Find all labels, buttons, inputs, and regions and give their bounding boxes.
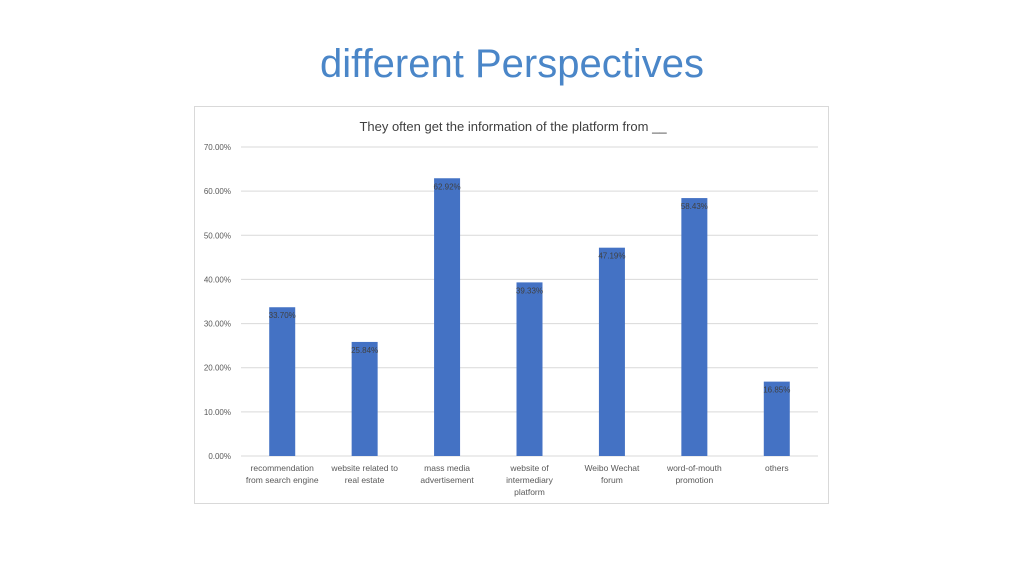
x-category-label: Weibo Wechat forum [584,463,640,485]
y-tick-label: 20.00% [204,364,231,373]
y-axis-tick-labels: 0.00% 10.00% 20.00% 30.00% 40.00% 50.00% 60.00… [204,143,231,461]
y-tick-label: 40.00% [204,275,231,284]
x-category-label: mass media advertisement [420,463,474,485]
x-category-label: word-of-mouth promotion [666,463,722,485]
data-label: 25.84% [351,346,378,355]
bar [598,247,625,456]
y-tick-label: 50.00% [204,231,231,240]
y-tick-label: 60.00% [204,187,231,196]
x-category-label: website of intermediary platform [506,463,554,497]
data-labels: 33.70% 25.84% 62.92% 39.33% 47.19% 58.43% 16.8… [269,182,791,394]
data-label: 39.33% [516,286,543,295]
data-label: 62.92% [434,182,461,191]
bar [516,282,543,456]
slide-title: different Perspectives [320,42,704,86]
y-tick-label: 30.00% [204,320,231,329]
data-label: 58.43% [681,202,708,211]
data-label: 16.85% [763,386,790,395]
bar [434,178,461,456]
data-label: 33.70% [269,311,296,320]
x-axis-category-labels: recommendation from search engine website … [246,463,789,497]
chart-container: They often get the information of the pl… [194,106,829,504]
y-tick-label: 10.00% [204,408,231,417]
x-category-label: recommendation from search engine [246,463,319,485]
y-tick-label: 0.00% [208,452,231,461]
bars [269,178,790,456]
chart-title: They often get the information of the pl… [359,119,667,134]
bar [351,341,378,456]
data-label: 47.19% [598,252,625,261]
bar [681,198,708,456]
x-category-label: others [765,463,789,473]
bar-chart: They often get the information of the pl… [204,119,818,497]
bar [763,381,790,456]
bar [269,307,296,456]
x-category-label: website related to real estate [330,463,398,485]
y-tick-label: 70.00% [204,143,231,152]
